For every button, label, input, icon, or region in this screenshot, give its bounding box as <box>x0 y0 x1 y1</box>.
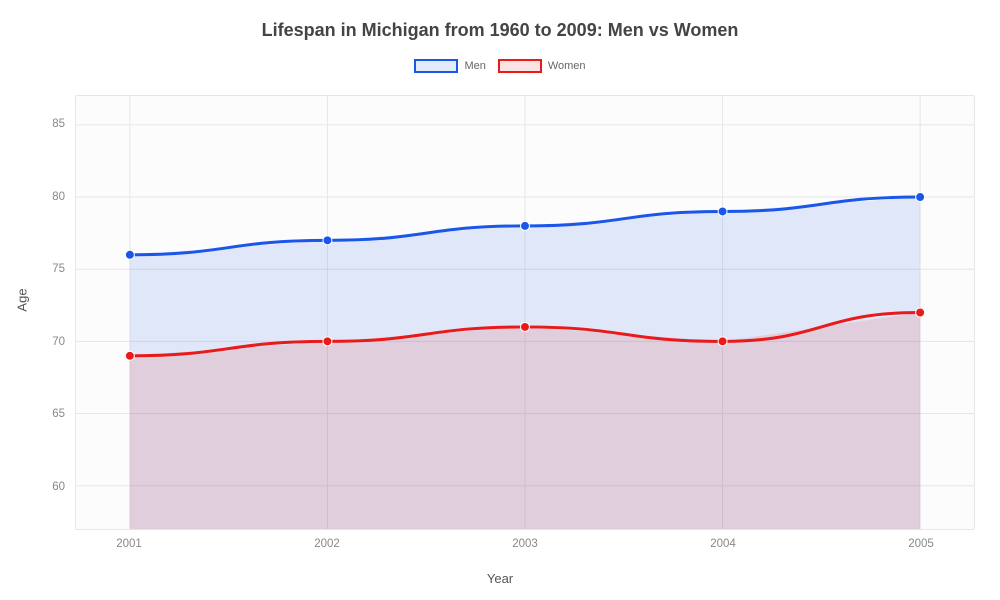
y-tick-label: 65 <box>52 408 65 420</box>
x-tick-label: 2005 <box>908 538 934 550</box>
legend-swatch-women <box>498 59 542 73</box>
legend: Men Women <box>0 59 1000 73</box>
x-tick-label: 2001 <box>116 538 142 550</box>
x-tick-label: 2003 <box>512 538 538 550</box>
chart-title: Lifespan in Michigan from 1960 to 2009: … <box>0 0 1000 41</box>
y-tick-label: 85 <box>52 118 65 130</box>
y-tick-label: 75 <box>52 263 65 275</box>
x-tick-label: 2002 <box>314 538 340 550</box>
y-tick-label: 60 <box>52 481 65 493</box>
y-tick-label: 70 <box>52 336 65 348</box>
chart-container: Lifespan in Michigan from 1960 to 2009: … <box>0 0 1000 600</box>
legend-swatch-men <box>414 59 458 73</box>
legend-item-men[interactable]: Men <box>414 59 485 73</box>
x-tick-label: 2004 <box>710 538 736 550</box>
y-tick-label: 80 <box>52 191 65 203</box>
plot-area: 606570758085 20012002200320042005 <box>75 95 975 530</box>
legend-label-men: Men <box>464 60 485 72</box>
y-axis-label: Age <box>15 288 30 311</box>
legend-label-women: Women <box>548 60 586 72</box>
plot-svg <box>75 95 975 530</box>
legend-item-women[interactable]: Women <box>498 59 586 73</box>
x-axis-label: Year <box>487 571 513 586</box>
